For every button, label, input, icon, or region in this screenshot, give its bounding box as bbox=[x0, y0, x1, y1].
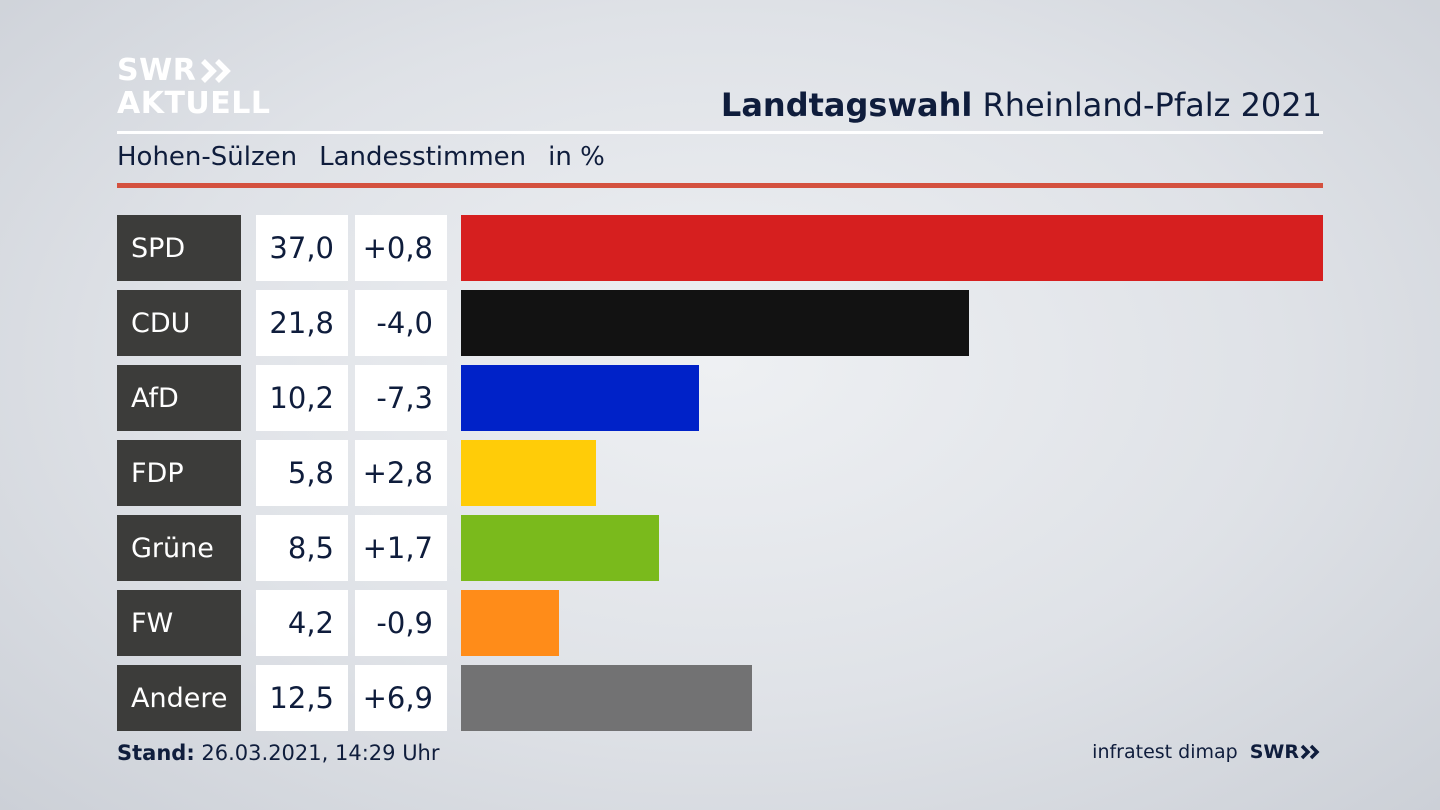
diff-label: +6,9 bbox=[355, 665, 447, 731]
diff-label: -0,9 bbox=[355, 590, 447, 656]
bar bbox=[461, 590, 559, 656]
subtitle-type: Landesstimmen bbox=[319, 142, 527, 172]
chart-row: CDU 21,8 -4,0 bbox=[117, 290, 1323, 356]
bar bbox=[461, 215, 1323, 281]
party-label: Andere bbox=[117, 665, 241, 731]
source-name: infratest dimap bbox=[1092, 741, 1238, 763]
chart-row: SPD 37,0 +0,8 bbox=[117, 215, 1323, 281]
value-label: 10,2 bbox=[256, 365, 348, 431]
chart-row: Grüne 8,5 +1,7 bbox=[117, 515, 1323, 581]
bar bbox=[461, 365, 699, 431]
diff-label: +2,8 bbox=[355, 440, 447, 506]
double-chevron-icon bbox=[1300, 744, 1320, 760]
value-label: 5,8 bbox=[256, 440, 348, 506]
party-label: SPD bbox=[117, 215, 241, 281]
subtitle-unit: in % bbox=[548, 142, 605, 172]
party-label: CDU bbox=[117, 290, 241, 356]
bar bbox=[461, 515, 659, 581]
chart-row: AfD 10,2 -7,3 bbox=[117, 365, 1323, 431]
value-label: 8,5 bbox=[256, 515, 348, 581]
header-divider bbox=[117, 131, 1323, 134]
swr-brand: SWR bbox=[1250, 741, 1322, 763]
chart-row: FDP 5,8 +2,8 bbox=[117, 440, 1323, 506]
value-label: 4,2 bbox=[256, 590, 348, 656]
diff-label: +1,7 bbox=[355, 515, 447, 581]
chart-row: Andere 12,5 +6,9 bbox=[117, 665, 1323, 731]
title-bold: Landtagswahl bbox=[720, 86, 973, 124]
source-credit: infratest dimap SWR bbox=[1092, 741, 1322, 763]
page-title: Landtagswahl Rheinland-Pfalz 2021 bbox=[721, 86, 1322, 124]
diff-label: -4,0 bbox=[355, 290, 447, 356]
subtitle-place: Hohen-Sülzen bbox=[117, 142, 298, 172]
accent-divider bbox=[117, 183, 1323, 188]
logo-line1: SWR bbox=[117, 53, 197, 88]
logo-line2: AKTUELL bbox=[117, 86, 271, 121]
stand-label: Stand: bbox=[117, 741, 195, 765]
timestamp: Stand: 26.03.2021, 14:29 Uhr bbox=[117, 741, 440, 765]
party-label: FW bbox=[117, 590, 241, 656]
value-label: 37,0 bbox=[256, 215, 348, 281]
title-rest: Rheinland-Pfalz 2021 bbox=[982, 86, 1322, 124]
diff-label: -7,3 bbox=[355, 365, 447, 431]
bar bbox=[461, 290, 969, 356]
value-label: 21,8 bbox=[256, 290, 348, 356]
bar bbox=[461, 440, 596, 506]
party-label: AfD bbox=[117, 365, 241, 431]
party-label: Grüne bbox=[117, 515, 241, 581]
swr-aktuell-logo: SWR AKTUELL bbox=[117, 54, 271, 120]
stand-value: 26.03.2021, 14:29 Uhr bbox=[201, 741, 440, 765]
double-chevron-icon bbox=[201, 58, 232, 83]
swr-brand-text: SWR bbox=[1249, 741, 1299, 763]
value-label: 12,5 bbox=[256, 665, 348, 731]
chart-row: FW 4,2 -0,9 bbox=[117, 590, 1323, 656]
diff-label: +0,8 bbox=[355, 215, 447, 281]
party-label: FDP bbox=[117, 440, 241, 506]
subtitle: Hohen-Sülzen Landesstimmen in % bbox=[117, 142, 605, 172]
bar bbox=[461, 665, 752, 731]
